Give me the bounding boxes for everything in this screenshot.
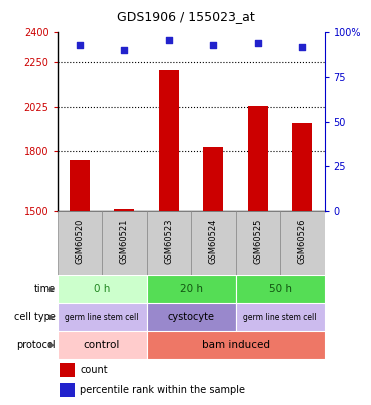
Point	[299, 43, 305, 50]
Point	[210, 42, 216, 48]
Point	[255, 40, 261, 46]
Bar	[60, 363, 75, 377]
Text: GSM60521: GSM60521	[120, 219, 129, 264]
Bar	[102, 211, 147, 275]
Text: germ line stem cell: germ line stem cell	[243, 313, 317, 322]
Bar	[248, 106, 268, 211]
Text: GSM60520: GSM60520	[75, 219, 84, 264]
Text: germ line stem cell: germ line stem cell	[65, 313, 139, 322]
Bar	[292, 124, 312, 211]
Point	[121, 47, 127, 53]
Bar	[147, 211, 191, 275]
Text: bam induced: bam induced	[201, 340, 270, 350]
Text: GSM60523: GSM60523	[164, 219, 173, 264]
Bar	[236, 275, 325, 303]
Bar	[70, 160, 90, 211]
Text: 20 h: 20 h	[180, 284, 203, 294]
Bar	[58, 303, 147, 331]
Bar	[236, 211, 280, 275]
Bar	[147, 275, 236, 303]
Bar	[58, 211, 102, 275]
Point	[77, 42, 83, 48]
Text: time: time	[34, 284, 56, 294]
Text: cell type: cell type	[14, 312, 56, 322]
Text: protocol: protocol	[17, 340, 56, 350]
Text: percentile rank within the sample: percentile rank within the sample	[80, 385, 245, 395]
Bar	[191, 211, 236, 275]
Bar	[159, 70, 179, 211]
Text: cystocyte: cystocyte	[168, 312, 214, 322]
Text: GSM60524: GSM60524	[209, 219, 218, 264]
Text: GDS1906 / 155023_at: GDS1906 / 155023_at	[116, 10, 255, 23]
Bar	[58, 331, 147, 359]
Bar	[114, 209, 134, 211]
Text: GSM60526: GSM60526	[298, 219, 307, 264]
Text: 50 h: 50 h	[269, 284, 292, 294]
Text: count: count	[80, 365, 108, 375]
Bar	[147, 303, 236, 331]
Text: control: control	[84, 340, 120, 350]
Bar	[58, 275, 147, 303]
Text: 0 h: 0 h	[94, 284, 110, 294]
Bar	[280, 211, 325, 275]
Bar	[147, 331, 325, 359]
Point	[166, 36, 172, 43]
Bar	[203, 147, 223, 211]
Bar	[60, 383, 75, 396]
Bar	[236, 303, 325, 331]
Text: GSM60525: GSM60525	[253, 219, 262, 264]
